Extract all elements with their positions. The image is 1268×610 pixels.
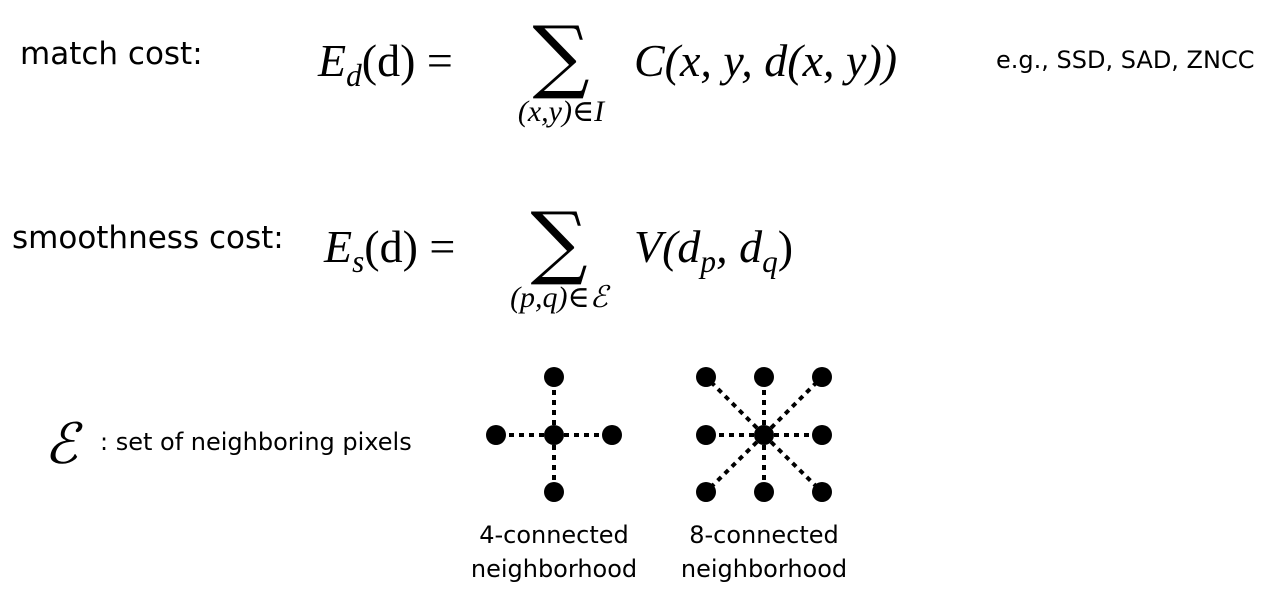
eight-edge-up-right: [762, 375, 824, 437]
match-sum-symbol: ∑: [532, 9, 590, 102]
four-node-up: [544, 367, 564, 387]
eight-node-left: [696, 425, 716, 445]
match-sum-index: (x,y)∈I: [517, 95, 605, 128]
smooth-body-sub-q: q: [762, 244, 778, 279]
four-caption-line1: 4-connected: [479, 521, 629, 549]
smoothness-cost-label: smoothness cost:: [12, 220, 284, 256]
smooth-body-sub-p: p: [700, 244, 717, 279]
eight-edge-up-left: [704, 375, 766, 437]
eight-caption-line2: neighborhood: [680, 555, 848, 583]
four-node-left: [486, 425, 506, 445]
eight-node-down-left: [696, 482, 716, 502]
eight-connected-diagram: [696, 367, 832, 502]
match-cost-label: match cost:: [20, 36, 203, 72]
eight-node-up-left: [696, 367, 716, 387]
match-cost-lhs: Ed(d) =: [318, 34, 453, 94]
smooth-body-func: V(d: [634, 221, 701, 272]
smooth-lhs-arg: (d) =: [364, 221, 456, 272]
eight-node-down: [754, 482, 774, 502]
match-cost-body: C(x, y, d(x, y)): [634, 35, 898, 86]
match-lhs-sub: d: [346, 58, 362, 93]
smoothness-cost-lhs: Es(d) =: [324, 220, 455, 280]
smoothness-cost-body: V(dp, dq): [634, 220, 793, 280]
eight-node-center: [754, 425, 774, 445]
eight-connected-caption: 8-connected neighborhood: [664, 518, 864, 586]
eight-node-up: [754, 367, 774, 387]
smooth-lhs-sub: s: [352, 244, 365, 279]
four-connected-diagram: [486, 367, 622, 502]
match-lhs-arg: (d) =: [361, 35, 453, 86]
smooth-sum: ∑ (p,q)∈ℰ: [494, 202, 624, 315]
smooth-body-end: ): [777, 221, 794, 272]
match-cost-note: e.g., SSD, SAD, ZNCC: [996, 46, 1255, 74]
smooth-body-mid: , d: [716, 221, 763, 272]
smooth-sum-symbol: ∑: [530, 195, 588, 288]
eight-node-up-right: [812, 367, 832, 387]
eight-edge-down-right: [762, 433, 824, 494]
smooth-lhs-letter: E: [324, 221, 353, 272]
eight-node-right: [812, 425, 832, 445]
eight-edge-down-left: [704, 433, 766, 494]
eight-caption-line1: 8-connected: [689, 521, 839, 549]
match-lhs-letter: E: [318, 35, 347, 86]
four-node-down: [544, 482, 564, 502]
match-sum: ∑ (x,y)∈I: [496, 16, 626, 129]
smooth-sum-index: (p,q)∈ℰ: [510, 281, 608, 314]
neighbor-set-symbol: ℰ: [44, 412, 78, 477]
four-node-center: [544, 425, 564, 445]
four-caption-line2: neighborhood: [470, 555, 638, 583]
neighbor-set-description: : set of neighboring pixels: [100, 428, 412, 456]
eight-node-down-right: [812, 482, 832, 502]
four-connected-caption: 4-connected neighborhood: [454, 518, 654, 586]
four-node-right: [602, 425, 622, 445]
